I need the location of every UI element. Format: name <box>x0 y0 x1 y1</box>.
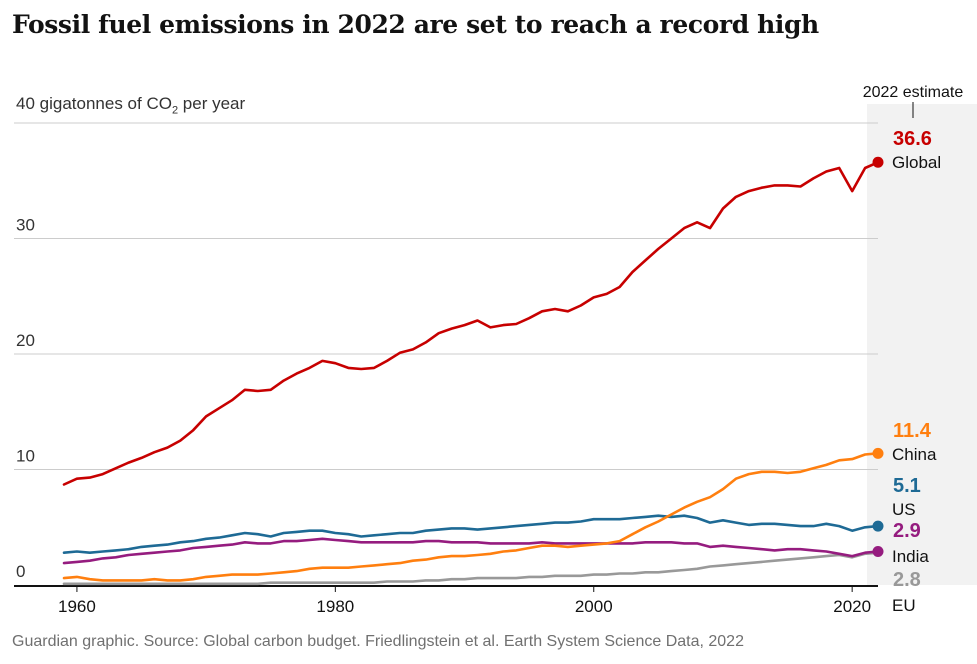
y-tick-label: 10 <box>16 447 35 466</box>
x-tick-label: 1980 <box>316 597 354 616</box>
series-end-dot-china <box>872 447 884 459</box>
series-value-eu: 2.8 <box>893 569 921 591</box>
source-note: Guardian graphic. Source: Global carbon … <box>12 633 744 650</box>
y-tick-labels: 0 10 20 30 <box>16 216 35 582</box>
y-tick-label: 0 <box>16 562 25 581</box>
y-axis-label: 40 gigatonnes of CO2 per year <box>16 94 245 116</box>
series-line-india <box>62 537 880 565</box>
series-name-eu: EU <box>892 596 916 615</box>
x-tick-label: 2000 <box>575 597 613 616</box>
series-name-us: US <box>892 500 916 519</box>
series-name-china: China <box>892 445 937 464</box>
series-name-global: Global <box>892 153 941 172</box>
series-value-us: 5.1 <box>893 475 921 497</box>
series-end-dot-india <box>872 546 884 558</box>
x-tick-label: 1960 <box>58 597 96 616</box>
y-tick-label: 30 <box>16 216 35 235</box>
series-name-india: India <box>892 547 929 566</box>
estimate-label: 2022 estimate <box>863 84 964 101</box>
y-axis-label-suffix: per year <box>178 94 246 113</box>
series-lines <box>62 161 880 586</box>
x-tick-label: 2020 <box>833 597 871 616</box>
series-line-china <box>62 451 880 582</box>
series-line-eu <box>62 551 880 586</box>
series-value-india: 2.9 <box>893 520 921 542</box>
chart-title: Fossil fuel emissions in 2022 are set to… <box>12 10 819 39</box>
series-end-dot-global <box>872 156 884 168</box>
y-tick-label: 20 <box>16 331 35 350</box>
series-end-labels: 36.6 Global 11.4 China 5.1 US2.9 India 2.8 EU <box>872 128 941 615</box>
series-end-dot-us <box>872 520 884 532</box>
y-axis-label-subscript: 2 <box>171 104 179 117</box>
series-line-global <box>62 161 880 486</box>
y-axis-label-prefix: 40 gigatonnes of CO <box>16 94 172 113</box>
estimate-band <box>867 104 977 585</box>
series-value-global: 36.6 <box>893 128 932 150</box>
series-line-us <box>62 514 880 555</box>
x-tick-labels: 1960 1980 2000 2020 <box>58 586 871 616</box>
series-value-china: 11.4 <box>893 420 932 442</box>
grid-lines <box>14 122 878 587</box>
emissions-line-chart: 0 10 20 30 1960 1980 2000 2020 36.6 Global 11.4 C… <box>14 84 977 616</box>
